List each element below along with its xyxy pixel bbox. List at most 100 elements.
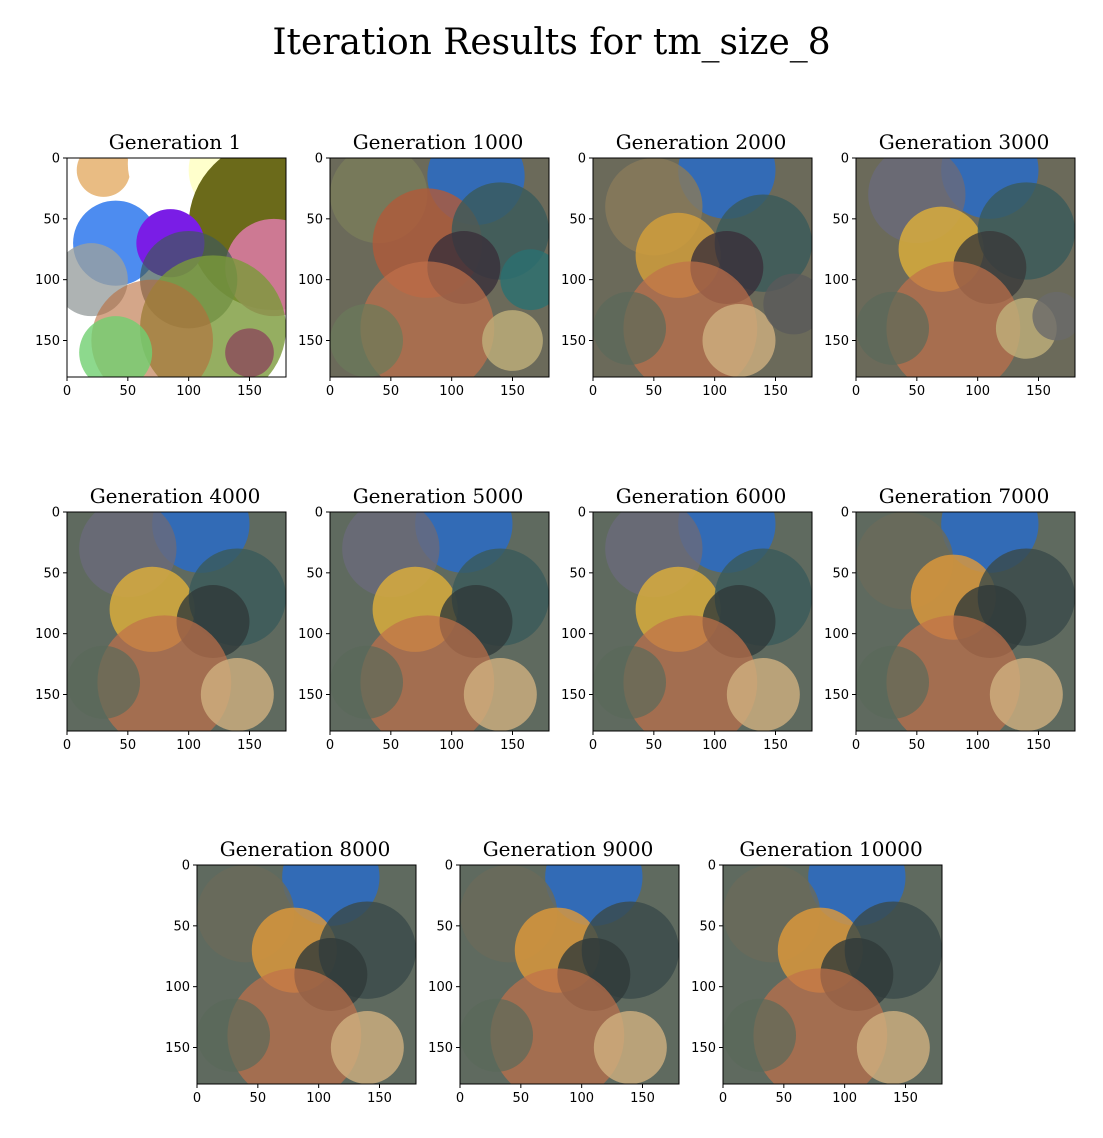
- image-area: [593, 158, 812, 377]
- panel-plot: 0 50 100 150 0 50 100 150: [35, 506, 287, 753]
- y-tick-label: 0: [578, 152, 586, 167]
- shape-circle: [225, 328, 274, 377]
- panel-generation-10000: Generation 10000 0 50 100 150 0 50 100 150: [691, 837, 969, 1117]
- panel-plot: 0 50 100 150 0 50 100 150: [165, 859, 417, 1106]
- panel-generation-8000: Generation 8000 0 50 100 150 0 50 100 150: [165, 837, 443, 1117]
- shape-circle: [593, 1011, 667, 1084]
- panel-title: Generation 5000: [352, 484, 524, 508]
- y-tick-label: 150: [428, 1041, 453, 1056]
- x-tick-label: 100: [702, 384, 727, 399]
- y-tick-label: 0: [52, 152, 60, 167]
- y-tick-label: 0: [708, 859, 716, 874]
- shape-circle: [593, 291, 666, 365]
- x-tick-label: 50: [383, 384, 400, 399]
- y-tick-label: 150: [165, 1041, 190, 1056]
- shape-circle: [723, 998, 796, 1072]
- x-tick-label: 100: [965, 384, 990, 399]
- panel-plot: 0 50 100 150 0 50 100 150: [824, 506, 1076, 753]
- y-tick-label: 0: [578, 506, 586, 521]
- x-tick-label: 150: [763, 738, 788, 753]
- image-area: [67, 512, 286, 731]
- x-tick-label: 50: [909, 738, 926, 753]
- shape-circle: [1032, 291, 1075, 341]
- axes-frame: [196, 864, 417, 1085]
- shape-circle: [76, 158, 131, 197]
- panel-generation-2000: Generation 2000 0 50 100 150 0 50 100 150: [561, 130, 839, 410]
- y-tick-label: 100: [298, 627, 323, 642]
- x-tick-label: 100: [569, 1091, 594, 1106]
- image-area: [856, 158, 1075, 377]
- shape-circle: [330, 304, 403, 377]
- panel-generation-1: Generation 1 0 50 100 150 0 50 100 150: [35, 130, 313, 410]
- shape-circle: [67, 645, 140, 719]
- x-tick-label: 0: [852, 738, 860, 753]
- panel-title: Generation 2000: [615, 130, 787, 154]
- shape-circle: [482, 310, 543, 371]
- shape-circle: [197, 998, 270, 1072]
- x-tick-label: 50: [909, 384, 926, 399]
- axes-frame: [329, 511, 550, 732]
- x-tick-label: 150: [1026, 384, 1051, 399]
- x-tick-label: 50: [250, 1091, 267, 1106]
- y-tick-label: 50: [306, 212, 323, 227]
- image-area: [460, 865, 679, 1084]
- y-tick-label: 100: [35, 627, 60, 642]
- x-tick-label: 100: [439, 738, 464, 753]
- axes-frame: [459, 864, 680, 1085]
- y-tick-label: 100: [824, 627, 849, 642]
- x-tick-label: 100: [702, 738, 727, 753]
- y-tick-label: 50: [832, 212, 849, 227]
- panel-title: Generation 8000: [219, 837, 391, 861]
- x-tick-label: 150: [367, 1091, 392, 1106]
- y-tick-label: 0: [315, 152, 323, 167]
- y-tick-label: 50: [569, 566, 586, 581]
- y-tick-label: 150: [298, 334, 323, 349]
- axes-frame: [592, 157, 813, 378]
- shape-circle: [200, 658, 274, 731]
- shape-circle: [463, 658, 537, 731]
- x-tick-label: 50: [383, 738, 400, 753]
- x-tick-label: 100: [965, 738, 990, 753]
- y-tick-label: 100: [35, 273, 60, 288]
- panel-plot: 0 50 100 150 0 50 100 150: [561, 152, 813, 399]
- axes-frame: [722, 864, 943, 1085]
- y-tick-label: 0: [315, 506, 323, 521]
- x-tick-label: 0: [456, 1091, 464, 1106]
- image-area: [67, 158, 286, 377]
- y-tick-label: 50: [173, 919, 190, 934]
- panel-generation-5000: Generation 5000 0 50 100 150 0 50 100 150: [298, 484, 576, 764]
- x-tick-label: 50: [646, 738, 663, 753]
- panel-plot: 0 50 100 150 0 50 100 150: [298, 152, 550, 399]
- y-tick-label: 150: [691, 1041, 716, 1056]
- y-tick-label: 150: [561, 688, 586, 703]
- y-tick-label: 50: [43, 566, 60, 581]
- panel-plot: 0 50 100 150 0 50 100 150: [691, 859, 943, 1106]
- y-tick-label: 100: [298, 273, 323, 288]
- x-tick-label: 0: [589, 738, 597, 753]
- x-tick-label: 0: [719, 1091, 727, 1106]
- y-tick-label: 50: [43, 212, 60, 227]
- y-tick-label: 50: [832, 566, 849, 581]
- shape-circle: [989, 658, 1063, 731]
- panel-title: Generation 3000: [878, 130, 1050, 154]
- panel-title: Generation 9000: [482, 837, 654, 861]
- y-tick-label: 150: [298, 688, 323, 703]
- y-tick-label: 50: [569, 212, 586, 227]
- y-tick-label: 0: [52, 506, 60, 521]
- y-tick-label: 100: [561, 627, 586, 642]
- y-tick-label: 150: [824, 688, 849, 703]
- x-tick-label: 150: [893, 1091, 918, 1106]
- panel-generation-1000: Generation 1000 0 50 100 150 0 50 100 150: [298, 130, 576, 410]
- x-tick-label: 50: [776, 1091, 793, 1106]
- y-tick-label: 150: [824, 334, 849, 349]
- axes-frame: [592, 511, 813, 732]
- y-tick-label: 100: [428, 980, 453, 995]
- image-area: [593, 512, 812, 731]
- x-tick-label: 0: [326, 738, 334, 753]
- x-tick-label: 0: [589, 384, 597, 399]
- shape-circle: [763, 273, 812, 335]
- shape-circle: [330, 645, 403, 719]
- panel-plot: 0 50 100 150 0 50 100 150: [824, 152, 1076, 399]
- x-tick-label: 100: [439, 384, 464, 399]
- panel-title: Generation 6000: [615, 484, 787, 508]
